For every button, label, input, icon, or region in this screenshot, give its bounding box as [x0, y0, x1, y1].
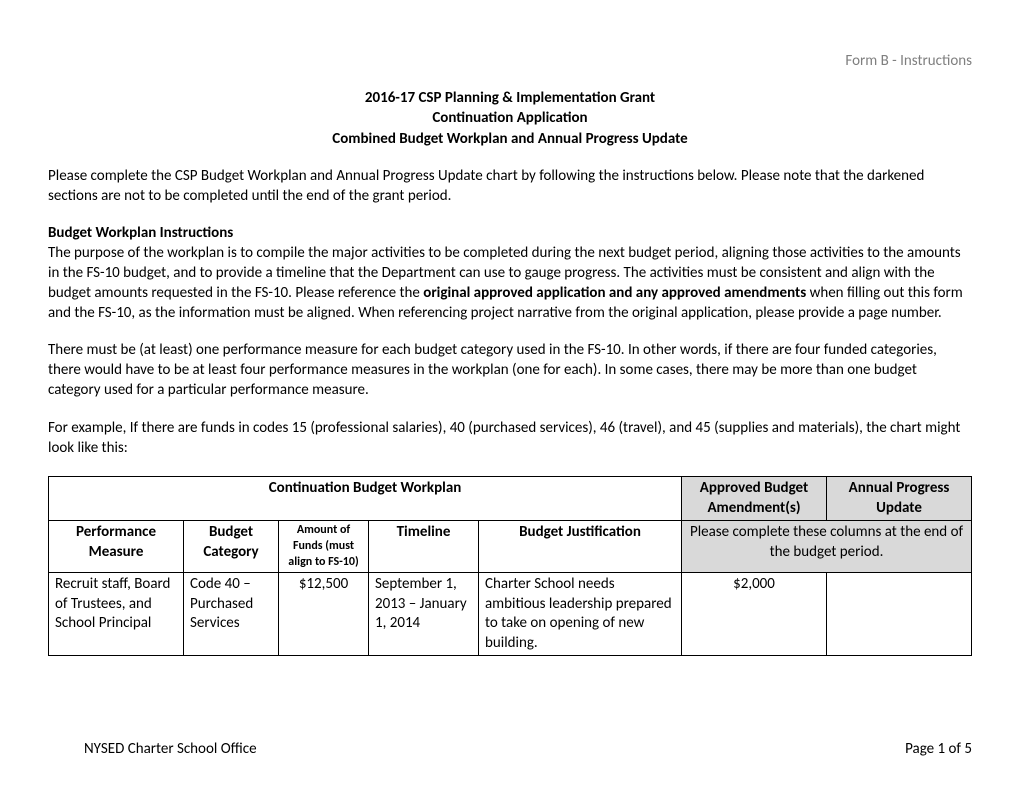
header-approved-budget: Approved Budget Amendment(s)	[682, 477, 827, 521]
title-line-3: Combined Budget Workplan and Annual Prog…	[48, 129, 972, 149]
header-amount-of-funds: Amount of Funds (must align to FS-10)	[279, 521, 369, 573]
page-footer: NYSED Charter School Office Page 1 of 5	[48, 740, 972, 758]
footer-left: NYSED Charter School Office	[48, 740, 257, 758]
header-budget-category: Budget Category	[184, 521, 279, 573]
header-timeline: Timeline	[369, 521, 479, 573]
cell-justification: Charter School needs ambitious leadershi…	[479, 573, 682, 656]
cell-amendment-amount: $2,000	[682, 573, 827, 656]
section-heading: Budget Workplan Instructions	[48, 224, 233, 242]
cell-amount: $12,500	[279, 573, 369, 656]
title-block: 2016-17 CSP Planning & Implementation Gr…	[48, 88, 972, 149]
footer-right: Page 1 of 5	[905, 740, 972, 758]
para1-bold1: original approved application and any ap…	[423, 284, 806, 302]
table-header-row-1: Continuation Budget Workplan Approved Bu…	[49, 477, 972, 521]
header-budget-justification: Budget Justification	[479, 521, 682, 573]
instructions-paragraph-1: Budget Workplan Instructions The purpose…	[48, 224, 972, 323]
table-header-row-2: Performance Measure Budget Category Amou…	[49, 521, 972, 573]
form-label: Form B - Instructions	[48, 52, 972, 70]
header-continuation-workplan: Continuation Budget Workplan	[49, 477, 682, 521]
table-row: Recruit staff, Board of Trustees, and Sc…	[49, 573, 972, 656]
instructions-paragraph-2: There must be (at least) one performance…	[48, 341, 972, 400]
cell-progress-update	[827, 573, 972, 656]
header-complete-columns: Please complete these columns at the end…	[682, 521, 972, 573]
cell-budget-category: Code 40 – Purchased Services	[184, 573, 279, 656]
workplan-table: Continuation Budget Workplan Approved Bu…	[48, 476, 972, 656]
title-line-2: Continuation Application	[48, 108, 972, 128]
intro-paragraph: Please complete the CSP Budget Workplan …	[48, 167, 972, 207]
header-annual-progress: Annual Progress Update	[827, 477, 972, 521]
instructions-paragraph-3: For example, If there are funds in codes…	[48, 419, 972, 459]
cell-timeline: September 1, 2013 – January 1, 2014	[369, 573, 479, 656]
cell-performance-measure: Recruit staff, Board of Trustees, and Sc…	[49, 573, 184, 656]
title-line-1: 2016-17 CSP Planning & Implementation Gr…	[48, 88, 972, 108]
header-performance-measure: Performance Measure	[49, 521, 184, 573]
